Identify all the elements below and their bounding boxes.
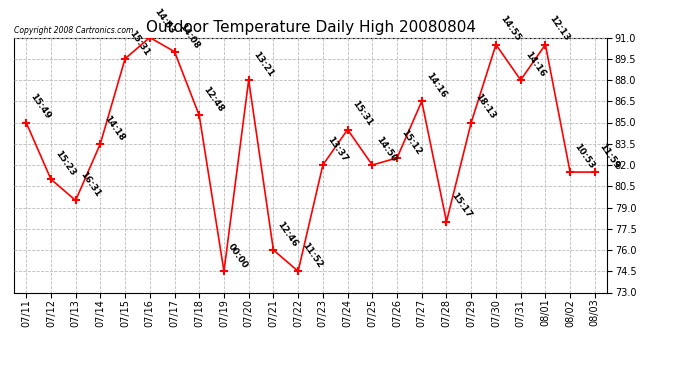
Text: 15:23: 15:23 (53, 149, 77, 178)
Text: 12:48: 12:48 (201, 85, 226, 114)
Text: 15:49: 15:49 (29, 92, 52, 121)
Text: 18:13: 18:13 (474, 92, 497, 121)
Text: 12:13: 12:13 (548, 14, 571, 43)
Text: 15:12: 15:12 (400, 128, 423, 156)
Text: 13:21: 13:21 (251, 50, 275, 78)
Text: 00:00: 00:00 (226, 242, 250, 270)
Text: 11:59: 11:59 (598, 142, 621, 171)
Text: Copyright 2008 Cartronics.com: Copyright 2008 Cartronics.com (14, 26, 133, 35)
Text: 16:31: 16:31 (78, 170, 102, 199)
Text: 14:16: 14:16 (424, 71, 448, 100)
Text: 15:17: 15:17 (449, 191, 473, 220)
Text: 12:46: 12:46 (276, 220, 299, 249)
Text: 14:50: 14:50 (375, 135, 399, 164)
Text: 15:31: 15:31 (350, 99, 374, 128)
Title: Outdoor Temperature Daily High 20080804: Outdoor Temperature Daily High 20080804 (146, 20, 475, 35)
Text: 10:53: 10:53 (573, 142, 596, 171)
Text: 14:08: 14:08 (177, 21, 201, 50)
Text: 14:03: 14:03 (152, 8, 176, 36)
Text: 14:16: 14:16 (523, 50, 547, 78)
Text: 13:37: 13:37 (326, 135, 349, 164)
Text: 11:52: 11:52 (301, 241, 324, 270)
Text: 14:55: 14:55 (498, 14, 522, 43)
Text: 15:31: 15:31 (128, 28, 151, 57)
Text: 14:18: 14:18 (103, 114, 127, 142)
